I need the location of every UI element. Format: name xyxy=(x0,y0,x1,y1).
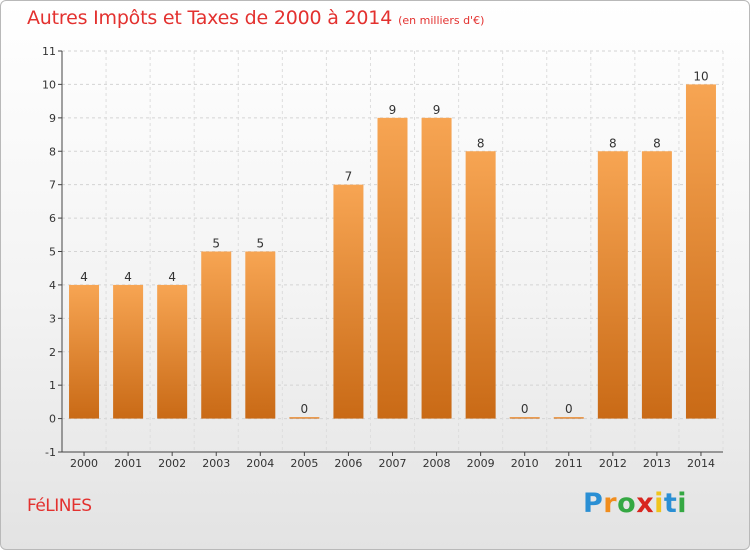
x-tick-label: 2006 xyxy=(334,457,362,470)
logo-letter: i xyxy=(677,488,688,519)
y-tick-label: -1 xyxy=(45,446,56,459)
bar-value-label: 8 xyxy=(609,136,617,150)
bar xyxy=(289,417,320,419)
y-tick-label: 7 xyxy=(49,179,56,192)
y-tick-label: 9 xyxy=(49,112,56,125)
chart-title-text: Autres Impôts et Taxes de 2000 à 2014 xyxy=(27,7,393,29)
bar xyxy=(157,284,188,419)
bar xyxy=(245,251,276,419)
bar-value-label: 4 xyxy=(124,270,132,284)
bar xyxy=(509,417,540,419)
bar-value-label: 4 xyxy=(80,270,88,284)
bars xyxy=(69,84,716,419)
y-tick-label: 0 xyxy=(49,413,56,426)
y-tick-label: 5 xyxy=(49,246,56,259)
bar-value-label: 7 xyxy=(345,170,353,184)
bar-value-label: 8 xyxy=(477,136,485,150)
bar-value-label: 10 xyxy=(693,69,708,83)
bar-value-label: 0 xyxy=(301,402,309,416)
bar xyxy=(553,417,584,419)
y-tick-label: 3 xyxy=(49,312,56,325)
x-tick-label: 2000 xyxy=(70,457,98,470)
x-tick-label: 2001 xyxy=(114,457,142,470)
logo-letter: o xyxy=(617,488,637,519)
axes: -1 0 1 2 3 4 5 6 7 8 9 10 11 xyxy=(42,45,723,459)
chart-unit: (en milliers d'€) xyxy=(398,14,485,27)
bar xyxy=(597,151,628,419)
proxiti-logo: Proxiti xyxy=(583,488,687,519)
bar-value-label: 9 xyxy=(389,103,397,117)
x-tick-label: 2002 xyxy=(158,457,186,470)
chart-title: Autres Impôts et Taxes de 2000 à 2014 (en… xyxy=(27,7,484,29)
bar-value-label: 0 xyxy=(565,402,573,416)
y-tick-label: 10 xyxy=(42,78,56,91)
logo-letter: P xyxy=(583,488,604,519)
x-tick-label: 2007 xyxy=(379,457,407,470)
bar xyxy=(333,184,364,419)
x-tick-label: 2008 xyxy=(423,457,451,470)
logo-letter: i xyxy=(654,488,664,519)
bar-value-label: 4 xyxy=(168,270,176,284)
logo-letter: t xyxy=(663,488,678,519)
logo-letter: r xyxy=(603,488,618,519)
bar xyxy=(201,251,232,419)
x-tick-label: 2009 xyxy=(467,457,495,470)
bar-value-label: 9 xyxy=(433,103,441,117)
y-tick-label: 2 xyxy=(49,346,56,359)
x-tick-label: 2011 xyxy=(555,457,583,470)
x-tick-label: 2005 xyxy=(290,457,318,470)
x-tick-label: 2004 xyxy=(246,457,274,470)
bar-value-label: 5 xyxy=(212,237,220,251)
y-tick-label: 4 xyxy=(49,279,56,292)
bar-value-label: 5 xyxy=(256,237,264,251)
x-tick-label: 2013 xyxy=(643,457,671,470)
labels: 4 2000 4 2001 4 2002 5 2003 5 2004 0 2005 7 2006 9 2007… xyxy=(70,69,715,470)
logo-letter: x xyxy=(636,488,655,519)
x-tick-label: 2003 xyxy=(202,457,230,470)
bar xyxy=(113,284,144,419)
y-tick-label: 6 xyxy=(49,212,56,225)
bar xyxy=(421,117,452,419)
bar-value-label: 8 xyxy=(653,136,661,150)
x-tick-label: 2010 xyxy=(511,457,539,470)
bar xyxy=(377,117,408,419)
x-tick-label: 2012 xyxy=(599,457,627,470)
x-tick-label: 2014 xyxy=(687,457,715,470)
bar xyxy=(641,151,672,419)
bar xyxy=(685,84,716,419)
bar xyxy=(69,284,100,419)
bar xyxy=(465,151,496,419)
bar-value-label: 0 xyxy=(521,402,529,416)
y-tick-label: 11 xyxy=(42,45,56,58)
y-tick-label: 1 xyxy=(49,379,56,392)
y-tick-label: 8 xyxy=(49,145,56,158)
commune-name: FéLINES xyxy=(27,496,92,516)
